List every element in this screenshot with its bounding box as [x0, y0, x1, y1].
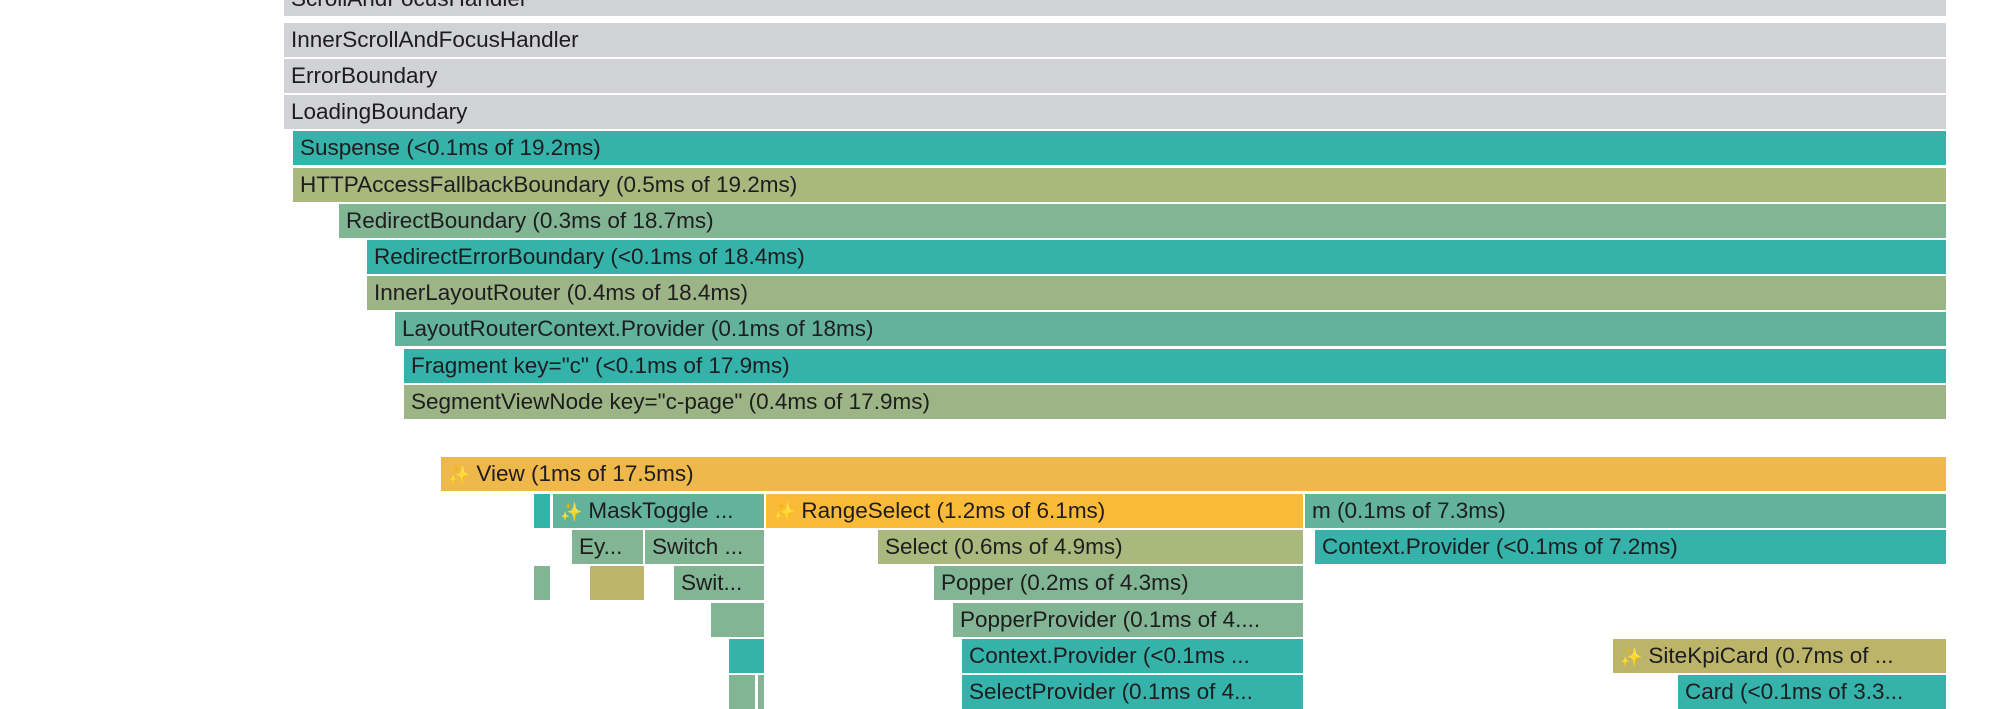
- node-label: Swit...: [681, 570, 743, 595]
- node-card[interactable]: Card (<0.1ms of 3.3...: [1678, 675, 1946, 709]
- node-label: Context.Provider (<0.1ms of 7.2ms): [1322, 534, 1678, 559]
- node-label: LoadingBoundary: [291, 99, 468, 124]
- node-range-select[interactable]: ✨ RangeSelect (1.2ms of 6.1ms): [766, 494, 1303, 528]
- node-redirect-error-boundary[interactable]: RedirectErrorBoundary (<0.1ms of 18.4ms): [367, 240, 1946, 274]
- node-label: InnerLayoutRouter (0.4ms of 18.4ms): [374, 280, 748, 305]
- sparkle-icon: ✨: [560, 502, 583, 522]
- node-context-provider-1[interactable]: Context.Provider (<0.1ms of 7.2ms): [1315, 530, 1946, 564]
- node-label: ScrollAndFocusHandler: [291, 0, 527, 11]
- node-small-5[interactable]: [729, 639, 764, 673]
- node-scroll-focus-handler[interactable]: ScrollAndFocusHandler: [284, 0, 1946, 16]
- node-label: ErrorBoundary: [291, 63, 438, 88]
- node-site-kpi-card[interactable]: ✨ SiteKpiCard (0.7ms of ...: [1613, 639, 1946, 673]
- node-select[interactable]: Select (0.6ms of 4.9ms): [878, 530, 1303, 564]
- node-label: InnerScrollAndFocusHandler: [291, 27, 579, 52]
- node-label: LayoutRouterContext.Provider (0.1ms of 1…: [402, 316, 874, 341]
- node-view[interactable]: ✨ View (1ms of 17.5ms): [441, 457, 1946, 491]
- node-label: Suspense (<0.1ms of 19.2ms): [300, 135, 601, 160]
- node-label: MaskToggle ...: [588, 498, 734, 523]
- node-segment-view-node[interactable]: SegmentViewNode key="c-page" (0.4ms of 1…: [404, 385, 1946, 419]
- node-http-access-fallback-boundary[interactable]: HTTPAccessFallbackBoundary (0.5ms of 19.…: [293, 168, 1946, 202]
- node-label: View (1ms of 17.5ms): [476, 461, 694, 486]
- node-m[interactable]: m (0.1ms of 7.3ms): [1305, 494, 1946, 528]
- node-label: SegmentViewNode key="c-page" (0.4ms of 1…: [411, 389, 930, 414]
- node-small-1[interactable]: [534, 494, 550, 528]
- node-label: HTTPAccessFallbackBoundary (0.5ms of 19.…: [300, 172, 798, 197]
- node-error-boundary[interactable]: ErrorBoundary: [284, 59, 1946, 93]
- node-small-3[interactable]: [590, 566, 644, 600]
- node-swit[interactable]: Swit...: [674, 566, 764, 600]
- node-label: Card (<0.1ms of 3.3...: [1685, 679, 1904, 704]
- node-small-4[interactable]: [711, 603, 764, 637]
- node-switch[interactable]: Switch ...: [645, 530, 764, 564]
- node-label: SiteKpiCard (0.7ms of ...: [1648, 643, 1894, 668]
- node-small-6[interactable]: [729, 675, 755, 709]
- node-label: Select (0.6ms of 4.9ms): [885, 534, 1123, 559]
- node-select-provider[interactable]: SelectProvider (0.1ms of 4...: [962, 675, 1303, 709]
- node-loading-boundary[interactable]: LoadingBoundary: [284, 95, 1946, 129]
- node-popper[interactable]: Popper (0.2ms of 4.3ms): [934, 566, 1303, 600]
- node-mask-toggle[interactable]: ✨ MaskToggle ...: [553, 494, 764, 528]
- node-small-7[interactable]: [758, 675, 764, 709]
- node-redirect-boundary[interactable]: RedirectBoundary (0.3ms of 18.7ms): [339, 204, 1946, 238]
- node-inner-layout-router[interactable]: InnerLayoutRouter (0.4ms of 18.4ms): [367, 276, 1946, 310]
- node-label: Popper (0.2ms of 4.3ms): [941, 570, 1189, 595]
- node-label: RangeSelect (1.2ms of 6.1ms): [801, 498, 1106, 523]
- node-popper-provider[interactable]: PopperProvider (0.1ms of 4....: [953, 603, 1303, 637]
- node-label: RedirectBoundary (0.3ms of 18.7ms): [346, 208, 714, 233]
- node-label: Context.Provider (<0.1ms ...: [969, 643, 1250, 668]
- node-layout-router-context-provider[interactable]: LayoutRouterContext.Provider (0.1ms of 1…: [395, 312, 1946, 346]
- node-label: Ey...: [579, 534, 623, 559]
- node-small-2[interactable]: [534, 566, 550, 600]
- node-label: PopperProvider (0.1ms of 4....: [960, 607, 1261, 632]
- node-context-provider-2[interactable]: Context.Provider (<0.1ms ...: [962, 639, 1303, 673]
- sparkle-icon: ✨: [1620, 647, 1643, 667]
- node-ey[interactable]: Ey...: [572, 530, 643, 564]
- sparkle-icon: ✨: [448, 465, 471, 485]
- node-fragment-c[interactable]: Fragment key="c" (<0.1ms of 17.9ms): [404, 349, 1946, 383]
- node-label: Switch ...: [652, 534, 744, 559]
- node-label: RedirectErrorBoundary (<0.1ms of 18.4ms): [374, 244, 805, 269]
- node-label: Fragment key="c" (<0.1ms of 17.9ms): [411, 353, 790, 378]
- node-suspense[interactable]: Suspense (<0.1ms of 19.2ms): [293, 131, 1946, 165]
- node-label: m (0.1ms of 7.3ms): [1312, 498, 1506, 523]
- node-inner-scroll-focus-handler[interactable]: InnerScrollAndFocusHandler: [284, 23, 1946, 57]
- sparkle-icon: ✨: [773, 502, 796, 522]
- node-label: SelectProvider (0.1ms of 4...: [969, 679, 1253, 704]
